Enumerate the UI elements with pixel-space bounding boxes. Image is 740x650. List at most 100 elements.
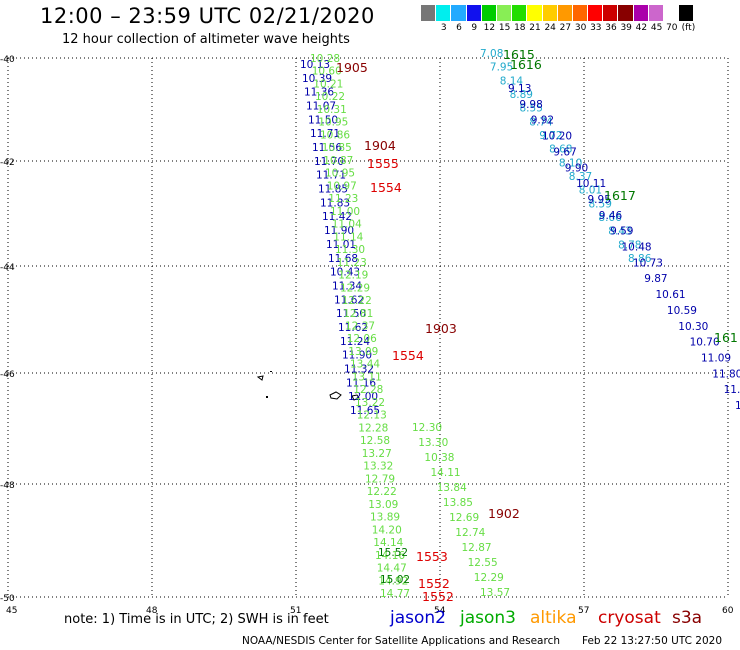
wave-height-value: 13.85	[443, 497, 473, 509]
credit-line: NOAA/NESDIS Center for Satellite Applica…	[242, 635, 560, 647]
wave-height-value: 11.04	[332, 219, 362, 231]
pass-time-label: 1553	[416, 549, 448, 564]
legend-label: 15	[498, 23, 511, 33]
wave-height-value: 10.95	[325, 168, 355, 180]
wave-height-value: 10.21	[313, 79, 343, 91]
wave-height-value: 10.11	[576, 178, 606, 190]
wave-height-value: 8.59	[589, 198, 612, 210]
altimeter-tracks: 10.1310.3911.3611.0711.5011.7111.5611.70…	[300, 48, 740, 600]
wave-height-value: 13.84	[437, 482, 467, 494]
wave-height-value: 13.89	[370, 512, 400, 524]
wave-height-value: 14.14	[373, 537, 403, 549]
wave-height-value: 12.30	[412, 422, 442, 434]
latitude-label: -46	[0, 370, 15, 380]
legend-label: 12	[483, 23, 496, 33]
satellite-cryosat-label: cryosat	[598, 608, 661, 628]
wave-height-value: 9.92	[531, 115, 554, 127]
legend-swatch	[618, 5, 634, 21]
pass-time-label: 1552	[418, 576, 450, 591]
wave-height-value: 13.30	[418, 437, 448, 449]
legend-swatch	[421, 5, 437, 21]
legend-swatch	[451, 5, 467, 21]
wave-height-value: 8.37	[569, 171, 592, 183]
wave-height-value: 12.79	[365, 473, 395, 485]
pass-time-label: 1555	[367, 156, 399, 171]
wave-height-value: 10.30	[678, 321, 708, 333]
wave-height-value: 12.58	[360, 435, 390, 447]
wave-height-value: 10.20	[542, 131, 572, 143]
wave-height-value: 10.97	[327, 180, 357, 192]
wave-height-value: 8.86	[628, 253, 652, 265]
wave-height-value: 11.12	[724, 384, 740, 396]
legend-swatch	[557, 5, 573, 21]
wave-height-value: 9.87	[644, 273, 667, 285]
wave-height-value: 10.39	[302, 73, 332, 85]
wave-height-value: 11.83	[320, 197, 350, 209]
legend-swatch	[664, 5, 680, 21]
wave-height-value: 13.11	[352, 372, 382, 384]
island-crozet-east-small	[351, 394, 360, 401]
wave-height-value: 11.90	[324, 225, 354, 237]
wave-height-value: 10.31	[317, 104, 347, 116]
wave-height-value: 9.59	[610, 226, 633, 238]
legend-swatch	[436, 5, 452, 21]
wave-height-value: 12.69	[449, 512, 479, 524]
wave-height-value: 12.29	[474, 572, 504, 584]
wave-height-value: 11.30	[335, 244, 365, 256]
wave-height-value: 11.00	[330, 206, 360, 218]
wave-height-value: 10.13	[300, 59, 330, 71]
wave-height-value: 10.43	[330, 267, 360, 279]
wave-height-value: 8.10	[559, 157, 582, 169]
satellite-jason2-label: jason2	[390, 608, 446, 628]
map-grid	[7, 57, 729, 598]
wave-height-value: 14.92	[378, 575, 408, 587]
page-subtitle: 12 hour collection of altimeter wave hei…	[62, 32, 350, 47]
pass-time-labels: 1905190415551554190315541902155315521552…	[336, 47, 738, 604]
wave-height-value: 13.44	[350, 359, 380, 371]
wave-height-value: 11.14	[333, 231, 363, 243]
wave-height-value: 13.09	[348, 346, 378, 358]
island-crozet-west	[256, 375, 264, 381]
pass-time-label: 1615	[503, 47, 535, 62]
wave-height-value: 11.85	[318, 184, 348, 196]
wave-height-value: 8.89	[510, 89, 533, 101]
wave-height-value: 11.24	[340, 336, 370, 348]
wave-height-value: 14.77	[380, 588, 410, 600]
wave-height-value: 12.28	[358, 422, 388, 434]
wave-height-value: 11.23	[337, 257, 367, 269]
wave-height-value: 11.70	[314, 156, 344, 168]
wave-height-value: 8.78	[618, 239, 641, 251]
wave-height-value: 8.43	[608, 226, 631, 238]
longitude-labels: 45 48 51 54 57 60	[6, 606, 734, 616]
wave-height-value: 9.13	[508, 83, 531, 95]
wave-height-value: 11.62	[338, 322, 368, 334]
pass-time-label: 1905	[336, 60, 368, 75]
wave-height-value: 12.00	[348, 391, 378, 403]
wave-height-value: 10.73	[633, 257, 663, 269]
longitude-label: 57	[578, 606, 589, 616]
wave-height-value: 11.50	[336, 308, 366, 320]
legend-swatch	[648, 5, 664, 21]
wave-height-value: 12.87	[462, 542, 492, 554]
wave-height-value: 9.95	[588, 194, 611, 206]
wave-height-value: 11.16	[346, 377, 376, 389]
color-scale-legend	[421, 5, 695, 21]
wave-height-value: 11.90	[342, 350, 372, 362]
islet-2	[270, 371, 272, 372]
pass-time-label: 1902	[488, 506, 520, 521]
wave-height-value: 8.74	[529, 116, 553, 128]
wave-height-value: 11.62	[334, 294, 364, 306]
wave-height-value: 13.09	[368, 499, 398, 511]
wave-height-value: 12.13	[357, 410, 387, 422]
longitude-label: 54	[434, 606, 446, 616]
legend-label: 18	[514, 23, 526, 33]
satellite-altika-label: altika	[530, 608, 577, 628]
legend-swatch	[496, 5, 513, 21]
wave-height-value: 14.11	[431, 467, 461, 479]
legend-label: 3	[440, 23, 447, 33]
latitude-label: -44	[0, 263, 15, 273]
wave-height-value: 10.95	[318, 117, 348, 129]
pass-time-label: 1552	[422, 589, 454, 604]
legend-label: 24	[544, 23, 556, 33]
latitude-label: -40	[0, 55, 15, 65]
